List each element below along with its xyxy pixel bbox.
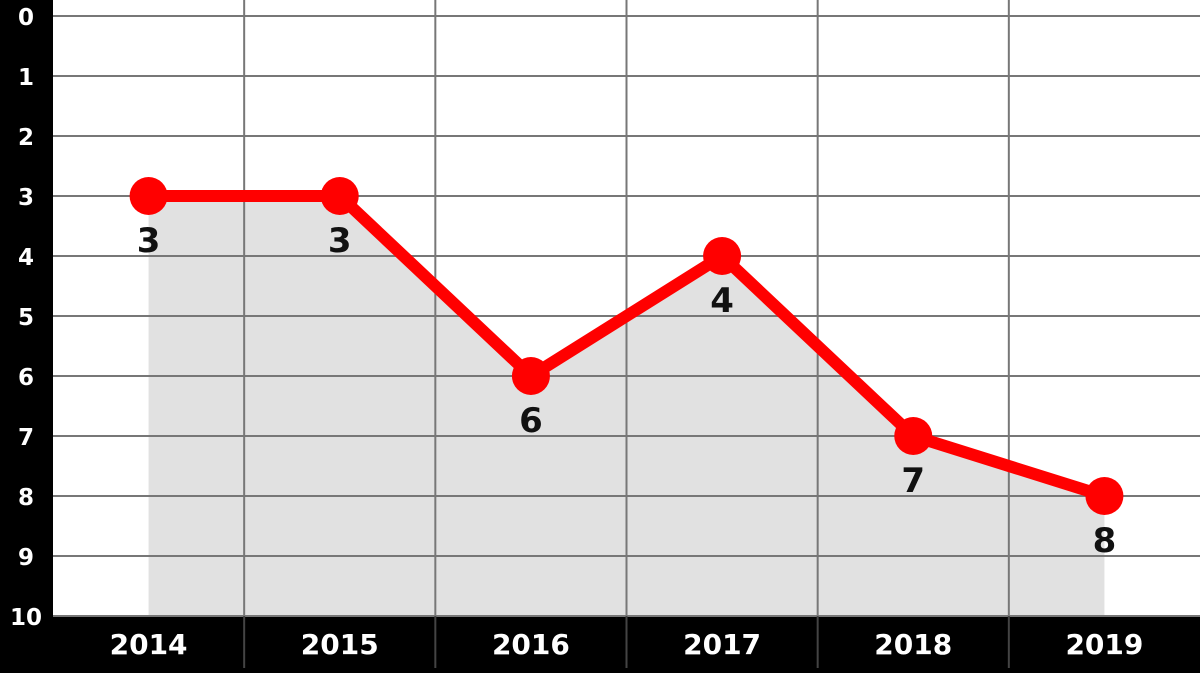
- y-tick-label: 2: [18, 125, 34, 151]
- x-axis-ticks: 2014 2015 2016 2017 2018 2019: [110, 616, 1143, 668]
- data-points: [129, 177, 1124, 515]
- data-label-2017: 4: [710, 281, 734, 321]
- x-tick-label: 2014: [110, 628, 188, 661]
- y-tick-label: 7: [18, 425, 34, 451]
- y-tick-label: 10: [10, 605, 42, 631]
- y-tick-label: 6: [18, 365, 34, 391]
- data-label-2016: 6: [519, 401, 543, 441]
- y-tick-label: 0: [18, 5, 34, 31]
- y-tick-label: 4: [18, 245, 34, 271]
- series-line: [142, 190, 1111, 502]
- y-axis-ticks: 0 1 2 3 4 5 6 7 8 9 10: [10, 5, 42, 631]
- data-point-2014[interactable]: [129, 177, 168, 215]
- data-point-2018[interactable]: [894, 417, 933, 455]
- data-label-2015: 3: [328, 221, 352, 261]
- data-label-2014: 3: [137, 221, 161, 261]
- x-tick-label: 2019: [1065, 628, 1143, 661]
- data-label-2019: 8: [1093, 521, 1117, 561]
- data-point-2017[interactable]: [703, 237, 742, 275]
- y-tick-label: 3: [18, 185, 34, 211]
- x-tick-label: 2015: [301, 628, 379, 661]
- y-tick-label: 9: [18, 545, 34, 571]
- data-label-2018: 7: [901, 461, 925, 501]
- y-tick-label: 5: [18, 305, 34, 331]
- y-tick-label: 1: [18, 65, 34, 91]
- data-point-2019[interactable]: [1085, 477, 1124, 515]
- x-tick-label: 2017: [683, 628, 761, 661]
- x-tick-label: 2016: [492, 628, 570, 661]
- y-tick-label: 8: [18, 485, 34, 511]
- data-labels: 3 3 6 4 7 8: [137, 221, 1117, 561]
- data-point-2016[interactable]: [511, 357, 550, 395]
- x-tick-label: 2018: [874, 628, 952, 661]
- data-point-2015[interactable]: [320, 177, 359, 215]
